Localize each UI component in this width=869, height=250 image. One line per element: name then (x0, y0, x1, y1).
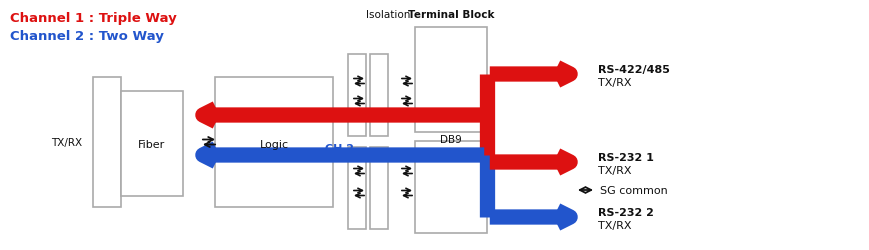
Text: RS-422/485: RS-422/485 (597, 65, 669, 75)
Bar (415, 142, 487, 233)
Bar (369, 55, 388, 136)
Text: Channel 2 : Two Way: Channel 2 : Two Way (10, 30, 163, 43)
Bar (121, 92, 182, 196)
Text: TX/RX: TX/RX (50, 138, 82, 147)
Text: TX/RX: TX/RX (597, 165, 631, 175)
Text: RS-232 1: RS-232 1 (597, 152, 653, 162)
Text: Terminal Block: Terminal Block (408, 10, 494, 20)
Text: Logic: Logic (259, 140, 289, 149)
Bar (215, 78, 333, 207)
Bar (348, 148, 366, 229)
Text: Channel 1 : Triple Way: Channel 1 : Triple Way (10, 12, 176, 25)
Text: RS-232 2: RS-232 2 (597, 207, 653, 217)
Bar (415, 28, 487, 132)
Bar (93, 78, 121, 207)
Text: Isolation: Isolation (365, 10, 409, 20)
Text: CH 1: CH 1 (325, 108, 354, 118)
Text: DB9: DB9 (440, 134, 461, 144)
Text: SG common: SG common (600, 185, 667, 195)
Bar (369, 148, 388, 229)
Text: TX/RX: TX/RX (597, 220, 631, 230)
Text: CH 2: CH 2 (325, 144, 354, 154)
Text: TX/RX: TX/RX (597, 78, 631, 88)
Bar (348, 55, 366, 136)
Text: Fiber: Fiber (138, 140, 165, 149)
